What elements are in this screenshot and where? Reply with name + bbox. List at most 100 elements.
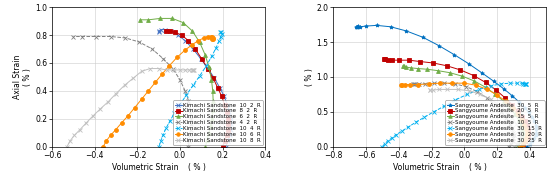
Sangyoume Andesite  30  5  R <box>403 30 410 32</box>
Kimachi Sandstone  10  8  R <box>76 129 83 131</box>
Line: Kimachi Sandstone  8  2  R: Kimachi Sandstone 8 2 R <box>164 29 231 149</box>
Sangyoume Andesite  10  5  R <box>451 83 458 85</box>
Kimachi Sandstone  4  2  R <box>185 100 192 102</box>
Kimachi Sandstone  10  4  R <box>197 74 203 77</box>
Kimachi Sandstone  10  8  R <box>113 92 119 95</box>
Kimachi Sandstone  4  2  R <box>122 37 128 39</box>
Line: Sangyoume Andesite  30  25  R: Sangyoume Andesite 30 25 R <box>428 88 522 149</box>
Sangyoume Andesite  15  5  R <box>471 80 478 82</box>
Sangyoume Andesite  30  5  R <box>523 145 530 148</box>
Sangyoume Andesite  20  5  R <box>525 131 531 134</box>
Sangyoume Andesite  30  5  R <box>529 116 535 118</box>
Sangyoume Andesite  30  5  R <box>525 111 532 114</box>
Kimachi Sandstone  10  6  R <box>181 49 188 52</box>
Kimachi Sandstone  10  2  R <box>224 104 231 106</box>
Sangyoume Andesite  30  20  R <box>425 83 432 85</box>
Sangyoume Andesite  15  5  R <box>518 137 525 139</box>
Sangyoume Andesite  10  5  R <box>491 104 498 106</box>
Sangyoume Andesite  30  15  R <box>520 83 526 85</box>
Sangyoume Andesite  30  15  R <box>384 140 391 142</box>
Sangyoume Andesite  10  5  R <box>463 86 469 88</box>
Kimachi Sandstone  10  4  R <box>219 33 225 35</box>
Kimachi Sandstone  4  2  R <box>186 140 193 142</box>
Sangyoume Andesite  30  20  R <box>519 143 526 145</box>
Sangyoume Andesite  30  5  R <box>516 101 522 103</box>
Sangyoume Andesite  10  5  R <box>509 127 516 130</box>
Kimachi Sandstone  6  2  R <box>208 79 215 81</box>
Kimachi Sandstone  8  2  R <box>178 34 185 36</box>
Kimachi Sandstone  10  6  R <box>209 35 216 38</box>
Sangyoume Andesite  10  5  R <box>503 117 509 119</box>
Sangyoume Andesite  30  20  R <box>523 131 530 134</box>
Kimachi Sandstone  6  2  R <box>189 30 195 32</box>
Sangyoume Andesite  10  5  R <box>498 111 505 113</box>
Sangyoume Andesite  30  20  R <box>494 94 500 96</box>
Sangyoume Andesite  30  15  R <box>507 82 513 84</box>
Kimachi Sandstone  6  2  R <box>206 131 212 134</box>
Kimachi Sandstone  10  6  R <box>188 44 195 46</box>
Sangyoume Andesite  10  5  R <box>505 145 512 148</box>
Sangyoume Andesite  10  5  R <box>507 122 513 125</box>
Sangyoume Andesite  20  5  R <box>457 69 464 71</box>
Sangyoume Andesite  15  5  R <box>519 131 526 134</box>
Kimachi Sandstone  8  2  R <box>225 118 231 120</box>
Sangyoume Andesite  30  15  R <box>393 134 400 136</box>
Sangyoume Andesite  30  5  R <box>533 124 539 127</box>
Kimachi Sandstone  10  8  R <box>130 77 136 79</box>
Sangyoume Andesite  30  20  R <box>517 145 523 148</box>
Sangyoume Andesite  30  20  R <box>502 100 509 102</box>
Kimachi Sandstone  10  8  R <box>177 69 184 71</box>
Kimachi Sandstone  10  2  R <box>227 118 234 120</box>
Sangyoume Andesite  30  5  R <box>533 134 539 136</box>
Kimachi Sandstone  10  4  R <box>183 94 189 96</box>
Sangyoume Andesite  15  5  R <box>492 93 498 95</box>
Sangyoume Andesite  20  5  R <box>524 137 530 139</box>
Sangyoume Andesite  30  5  R <box>451 54 457 56</box>
Kimachi Sandstone  4  2  R <box>70 35 77 38</box>
Kimachi Sandstone  10  8  R <box>171 69 177 71</box>
Kimachi Sandstone  6  2  R <box>209 118 215 120</box>
X-axis label: Volumetric Strain    ( % ): Volumetric Strain ( % ) <box>111 163 205 172</box>
Sangyoume Andesite  30  5  R <box>531 120 538 122</box>
Sangyoume Andesite  30  20  R <box>523 128 529 130</box>
Sangyoume Andesite  30  5  R <box>478 72 485 74</box>
Kimachi Sandstone  4  2  R <box>79 35 86 38</box>
Sangyoume Andesite  30  25  R <box>503 111 510 113</box>
Kimachi Sandstone  10  2  R <box>205 68 211 70</box>
Kimachi Sandstone  10  4  R <box>218 31 225 33</box>
Kimachi Sandstone  10  8  R <box>138 70 145 72</box>
Sangyoume Andesite  30  15  R <box>522 83 528 85</box>
Sangyoume Andesite  15  5  R <box>500 100 507 102</box>
Line: Kimachi Sandstone  6  2  R: Kimachi Sandstone 6 2 R <box>138 17 215 149</box>
Sangyoume Andesite  30  5  R <box>363 25 369 27</box>
Sangyoume Andesite  30  25  R <box>516 127 522 130</box>
Kimachi Sandstone  10  2  R <box>156 30 163 32</box>
Sangyoume Andesite  20  5  R <box>382 58 388 61</box>
Kimachi Sandstone  10  8  R <box>97 108 104 110</box>
Sangyoume Andesite  30  15  R <box>382 143 388 145</box>
Sangyoume Andesite  30  25  R <box>496 104 503 106</box>
Sangyoume Andesite  30  5  R <box>533 131 540 134</box>
Sangyoume Andesite  30  5  R <box>490 80 497 82</box>
Kimachi Sandstone  10  2  R <box>226 111 233 113</box>
Sangyoume Andesite  20  5  R <box>389 59 395 61</box>
Sangyoume Andesite  20  5  R <box>502 97 508 99</box>
Kimachi Sandstone  10  8  R <box>147 68 153 70</box>
Sangyoume Andesite  30  25  R <box>466 90 473 92</box>
Sangyoume Andesite  30  15  R <box>523 83 529 85</box>
Sangyoume Andesite  15  5  R <box>512 113 518 116</box>
Sangyoume Andesite  20  5  R <box>514 110 521 112</box>
Sangyoume Andesite  30  20  R <box>514 113 521 116</box>
Sangyoume Andesite  15  5  R <box>517 140 523 142</box>
Kimachi Sandstone  10  8  R <box>71 134 77 136</box>
Kimachi Sandstone  6  2  R <box>206 66 212 68</box>
Sangyoume Andesite  10  5  R <box>412 83 418 85</box>
Kimachi Sandstone  10  8  R <box>190 69 197 71</box>
Sangyoume Andesite  30  20  R <box>522 140 528 142</box>
Sangyoume Andesite  15  5  R <box>447 72 453 74</box>
Sangyoume Andesite  30  20  R <box>523 137 529 139</box>
Kimachi Sandstone  10  8  R <box>182 69 189 71</box>
Kimachi Sandstone  10  6  R <box>125 115 131 117</box>
Kimachi Sandstone  8  2  R <box>192 48 199 50</box>
Sangyoume Andesite  30  5  R <box>353 26 360 29</box>
